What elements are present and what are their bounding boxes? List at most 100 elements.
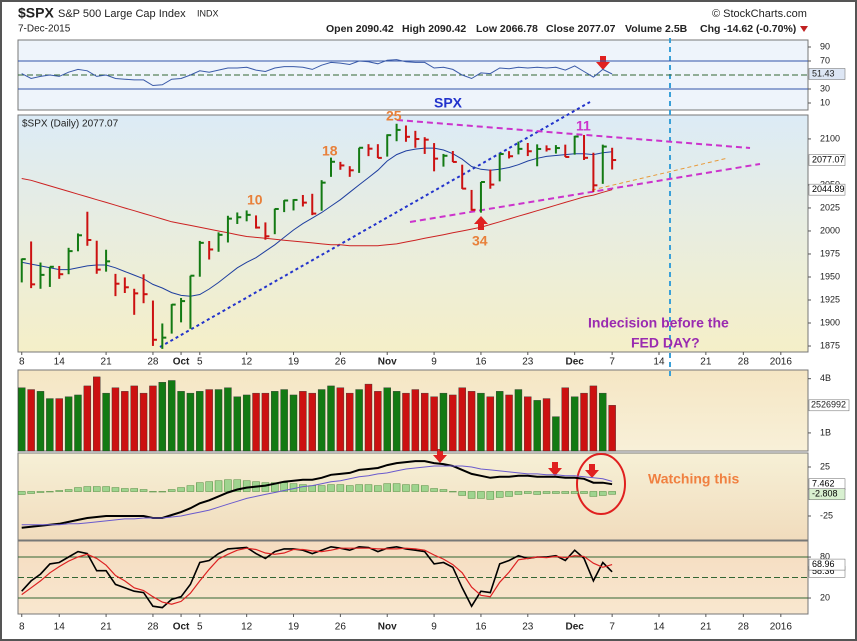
y-tick-label: 4B: [820, 373, 831, 383]
annotation: 25: [386, 108, 402, 124]
histogram-bar: [224, 479, 232, 492]
x-tick-label: Dec: [565, 357, 584, 368]
annotation: Watching this: [648, 471, 739, 487]
volume-bar: [599, 392, 607, 452]
y-tick-label: 2025: [820, 202, 840, 212]
histogram-bar: [308, 485, 317, 492]
volume-bar: [299, 391, 307, 452]
y-tick-label: 1875: [820, 340, 840, 350]
volume-bar: [589, 385, 598, 452]
volume-bar: [27, 389, 35, 452]
volume-bar: [46, 398, 54, 452]
y-tick-label: 80: [820, 551, 830, 561]
volume-bar: [552, 416, 560, 452]
x-tick-label: 12: [241, 357, 253, 368]
x-tick-label: 8: [19, 622, 25, 633]
open: Open 2090.42: [326, 23, 394, 35]
x-tick-label: Nov: [378, 622, 397, 633]
volume-bar: [74, 394, 82, 452]
histogram-bar: [214, 480, 223, 492]
histogram-bar: [111, 487, 120, 492]
y-tick-label: 30: [820, 83, 830, 93]
volume-bar: [514, 389, 523, 452]
volume-bar: [533, 400, 541, 452]
x-tick-label: 12: [241, 622, 253, 633]
histogram-bar: [261, 482, 270, 492]
x-tick-label: 21: [101, 357, 113, 368]
histogram-bar: [233, 479, 242, 492]
volume-bar: [289, 394, 298, 452]
volume-bar: [205, 389, 213, 452]
date: 7-Dec-2015: [18, 24, 71, 35]
trendline: [159, 101, 591, 348]
annotation: Indecision before the: [588, 315, 729, 331]
histogram-bar: [561, 491, 570, 494]
x-tick-label: 9: [431, 622, 437, 633]
histogram-bar: [355, 484, 363, 492]
annotation: 11: [576, 118, 591, 134]
volume-bar: [83, 385, 92, 452]
macd-panel: [17, 452, 809, 541]
histogram-bar: [317, 485, 326, 492]
x-tick-label: Dec: [565, 622, 584, 633]
high: High 2090.42: [402, 23, 466, 35]
histogram-bar: [430, 488, 438, 492]
volume-bar: [167, 380, 176, 452]
exchange: INDX: [197, 8, 219, 18]
x-tick-label: 5: [197, 357, 203, 368]
x-tick-label: 14: [54, 357, 66, 368]
x-tick-label: 2016: [770, 357, 793, 368]
value-tag: [808, 183, 846, 196]
volume-bar: [55, 398, 63, 452]
histogram-bar: [514, 491, 523, 495]
series-line: [21, 545, 613, 609]
series-line: [21, 460, 613, 529]
down-arrow: [800, 26, 808, 32]
x-tick-label: 21: [700, 357, 712, 368]
x-tick-label: 19: [288, 622, 300, 633]
histogram-bar: [449, 491, 457, 493]
annotation: 18: [322, 143, 338, 159]
histogram-bar: [327, 484, 335, 492]
value-tag-label: 2044.89: [812, 184, 845, 194]
series-line: [21, 178, 613, 247]
histogram-bar: [392, 483, 401, 492]
volume: Volume 2.5B: [625, 23, 688, 35]
histogram-bar: [599, 491, 607, 496]
x-tick-label: 28: [147, 357, 159, 368]
volume-bar: [308, 392, 316, 452]
price-panel: [17, 114, 809, 353]
histogram-bar: [383, 483, 391, 492]
histogram-bar: [149, 491, 157, 493]
histogram-bar: [167, 489, 176, 492]
volume-bar: [102, 392, 110, 452]
series-line: [21, 147, 613, 297]
volume-bar: [495, 391, 504, 452]
histogram-bar: [55, 490, 63, 492]
volume-bar: [130, 385, 138, 452]
histogram-bar: [402, 484, 410, 492]
price-title: $SPX (Daily) 2077.07: [22, 119, 119, 130]
y-tick-label: 1975: [820, 248, 840, 258]
histogram-bar: [83, 486, 92, 492]
histogram-bar: [158, 491, 167, 493]
y-tick-label: 10: [820, 97, 830, 107]
low: Low 2066.78: [476, 23, 538, 35]
volume-bar: [570, 396, 579, 452]
x-tick-label: 7: [609, 622, 615, 633]
value-tag: [808, 399, 850, 412]
value-tag-label: 51.43: [812, 68, 835, 78]
histogram-bar: [336, 484, 345, 492]
volume-bar: [449, 394, 457, 452]
histogram-bar: [411, 484, 420, 492]
close: Close 2077.07: [546, 23, 616, 35]
x-tick-label: 23: [522, 357, 534, 368]
y-tick-label: 1925: [820, 294, 840, 304]
volume-bar: [608, 405, 616, 452]
y-tick-label: 2000: [820, 225, 840, 235]
arrow: [548, 462, 562, 476]
histogram-bar: [121, 488, 129, 492]
arrow: [585, 464, 599, 478]
volume-bar: [542, 398, 551, 452]
histogram-bar: [439, 489, 448, 492]
